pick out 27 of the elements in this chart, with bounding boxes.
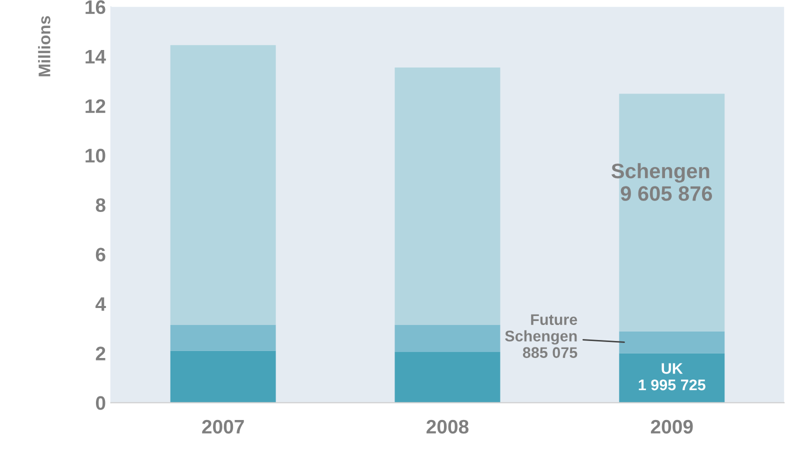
y-tick-label: 16	[86, 0, 106, 14]
x-tick-label: 2009	[650, 420, 693, 434]
bar	[170, 324, 276, 351]
y-axis-title: Millions	[38, 16, 50, 76]
x-tick-label: 2008	[426, 420, 469, 434]
bar	[170, 45, 276, 325]
series-label: UK	[662, 363, 683, 374]
x-tick-label: 2007	[202, 420, 244, 434]
y-tick-label: 2	[96, 346, 106, 360]
y-tick-label: 10	[86, 148, 106, 163]
annotation: 885 075	[522, 347, 578, 358]
y-tick-label: 4	[96, 297, 106, 311]
bar	[619, 353, 725, 403]
annotation: 9 605 876	[620, 186, 712, 201]
y-tick-label: 12	[86, 99, 106, 113]
series-label: Schengen	[611, 163, 710, 183]
bar	[394, 324, 500, 352]
y-tick-label: 14	[86, 50, 106, 64]
y-tick-label: 8	[96, 198, 106, 212]
bar	[394, 352, 500, 403]
annotation: 1 995 725	[638, 380, 706, 390]
y-tick-label: 0	[96, 396, 106, 410]
bar	[394, 67, 500, 325]
series-label: Future Schengen	[505, 314, 578, 345]
bar	[170, 350, 276, 403]
y-tick-label: 6	[96, 248, 106, 262]
bar	[619, 331, 725, 354]
